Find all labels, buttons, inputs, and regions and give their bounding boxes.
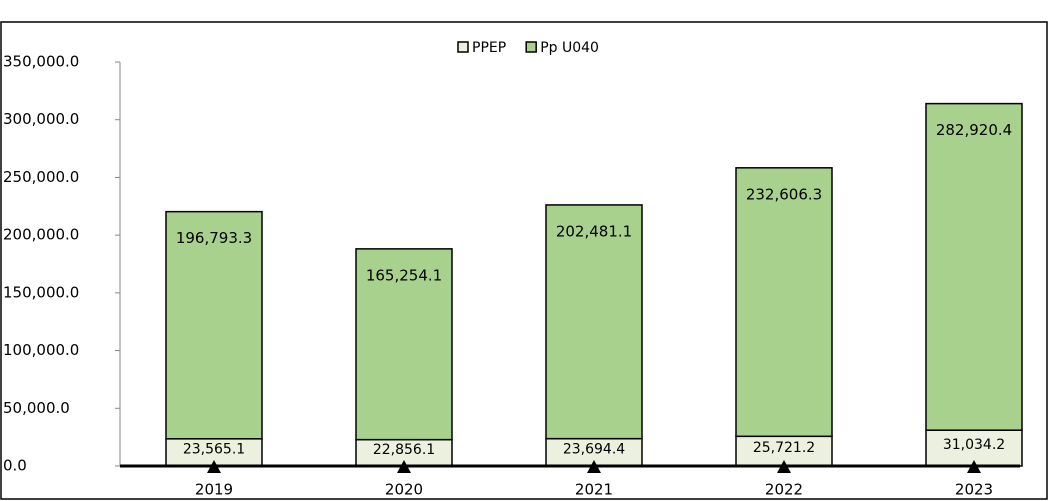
- y-tick-label: 100,000.0: [3, 341, 79, 359]
- x-tick-label: 2019: [195, 481, 233, 499]
- chart-frame: [0, 21, 1048, 500]
- bar-segment: [735, 167, 833, 438]
- data-label: 22,856.1: [373, 442, 435, 458]
- x-tick-label: 2020: [385, 481, 423, 499]
- data-label: 202,481.1: [556, 222, 632, 240]
- data-label: 282,920.4: [936, 121, 1012, 139]
- y-tick-label: 300,000.0: [3, 110, 79, 128]
- y-tick-label: 250,000.0: [3, 168, 79, 186]
- bar-segment: [545, 204, 643, 440]
- bar-segment: [165, 210, 263, 440]
- y-tick-label: 150,000.0: [3, 283, 79, 301]
- data-label: 23,565.1: [183, 441, 245, 457]
- legend-swatch: [525, 41, 537, 53]
- x-tick-label: 2022: [765, 481, 803, 499]
- data-label: 25,721.2: [753, 440, 815, 456]
- y-tick-label: 0.0: [3, 457, 27, 475]
- x-tick-label: 2023: [955, 481, 993, 499]
- y-tick-label: 350,000.0: [3, 53, 79, 71]
- y-tick-label: 50,000.0: [3, 399, 70, 417]
- bar-segment: [355, 248, 453, 441]
- data-label: 23,694.4: [563, 441, 625, 457]
- data-label: 232,606.3: [746, 185, 822, 203]
- y-tick-label: 200,000.0: [3, 226, 79, 244]
- x-tick-label: 2021: [575, 481, 613, 499]
- bar-segment: [925, 102, 1023, 431]
- legend-label: PPEP: [472, 40, 506, 56]
- data-label: 165,254.1: [366, 266, 442, 284]
- data-label: 31,034.2: [943, 437, 1005, 453]
- legend-label: Pp U040: [540, 40, 599, 56]
- data-label: 196,793.3: [176, 229, 252, 247]
- legend-swatch: [457, 41, 469, 53]
